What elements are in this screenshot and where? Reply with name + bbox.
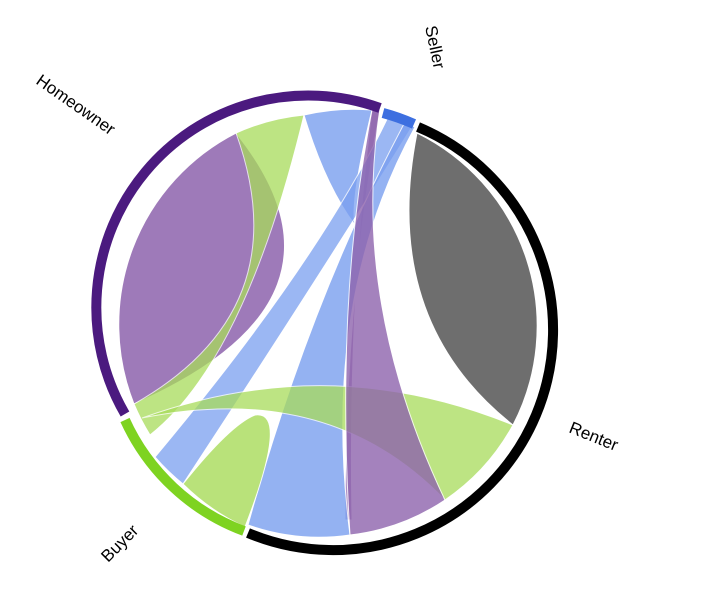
label-seller: Seller — [421, 24, 449, 71]
label-homeowner: Homeowner — [33, 71, 119, 139]
group-arcs — [91, 90, 559, 556]
label-renter: Renter — [567, 418, 622, 455]
ribbon-homeowner-buyer — [133, 114, 305, 436]
arc-seller[interactable] — [381, 108, 417, 129]
ribbon-buyer-buyer — [182, 414, 271, 528]
ribbon-homeowner-homeowner — [118, 132, 285, 405]
arc-homeowner[interactable] — [91, 90, 382, 417]
chord-ribbons — [118, 108, 538, 538]
ribbon-renter-renter — [408, 132, 538, 426]
arc-buyer[interactable] — [120, 417, 246, 536]
ribbon-seller-renter — [247, 121, 416, 538]
label-buyer: Buyer — [97, 521, 142, 566]
arc-renter[interactable] — [246, 122, 559, 556]
ribbon-renter-homeowner — [345, 108, 446, 536]
